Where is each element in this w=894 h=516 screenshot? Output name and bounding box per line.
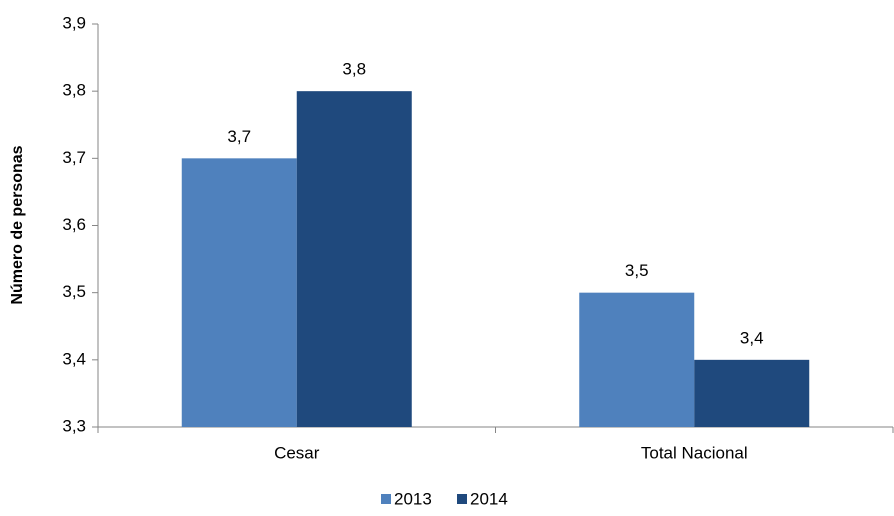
- legend-swatch: [457, 494, 467, 504]
- y-axis-label: Número de personas: [9, 145, 26, 304]
- y-tick-label: 3,4: [62, 349, 86, 368]
- data-label: 3,5: [625, 261, 649, 280]
- y-tick-label: 3,5: [62, 282, 86, 301]
- data-label: 3,4: [740, 328, 764, 347]
- x-tick-label: Cesar: [274, 443, 320, 462]
- bar: [296, 91, 412, 428]
- data-label: 3,7: [227, 127, 251, 146]
- legend-swatch: [381, 494, 391, 504]
- bar: [694, 359, 810, 427]
- y-tick-label: 3,9: [62, 13, 86, 32]
- y-tick-label: 3,3: [62, 416, 86, 435]
- y-tick-label: 3,7: [62, 148, 86, 167]
- y-tick-label: 3,8: [62, 81, 86, 100]
- bar: [579, 292, 695, 427]
- y-tick-label: 3,6: [62, 215, 86, 234]
- legend-label: 2014: [470, 489, 508, 508]
- legend-label: 2013: [394, 489, 432, 508]
- bar: [181, 158, 297, 428]
- x-tick-label: Total Nacional: [641, 443, 748, 462]
- data-label: 3,8: [342, 60, 366, 79]
